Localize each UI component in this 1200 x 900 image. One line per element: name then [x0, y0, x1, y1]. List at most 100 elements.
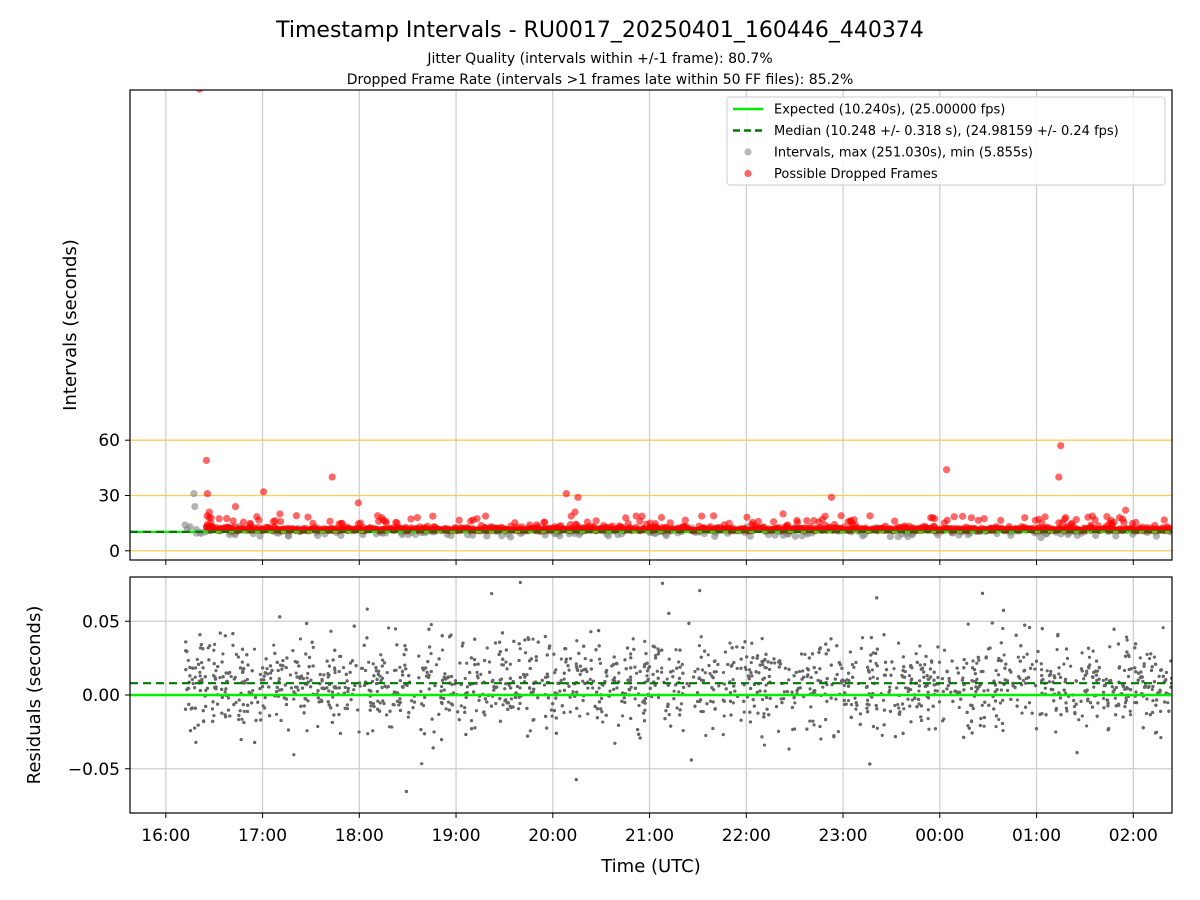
residual-point: [598, 661, 603, 666]
residual-point: [681, 728, 685, 733]
residual-point: [371, 729, 375, 733]
residual-point: [901, 669, 905, 673]
residual-point: [716, 662, 720, 667]
residual-point: [259, 678, 263, 682]
residual-point: [1005, 679, 1010, 683]
residual-point: [713, 707, 717, 711]
residual-point: [1001, 698, 1005, 702]
residual-point: [281, 658, 285, 663]
residual-point: [825, 699, 829, 703]
residual-point: [699, 655, 703, 659]
residual-point: [728, 641, 732, 645]
residual-point: [816, 678, 820, 683]
residual-point: [284, 702, 289, 707]
residual-point: [469, 719, 474, 723]
residual-point: [875, 596, 879, 600]
residual-point: [832, 735, 836, 739]
dropped-frame-point: [1031, 516, 1039, 524]
residual-point: [262, 678, 266, 682]
residual-point: [698, 589, 702, 593]
residual-point: [1065, 656, 1070, 660]
residual-point: [646, 677, 650, 681]
interval-point: [791, 532, 799, 540]
residual-point: [597, 644, 601, 648]
residual-point: [447, 635, 452, 639]
residual-point: [828, 556, 831, 559]
residual-point: [395, 699, 400, 703]
residual-point: [994, 668, 998, 673]
residual-point: [326, 700, 330, 704]
residual-point: [1030, 662, 1034, 667]
residual-point: [295, 660, 299, 664]
residual-point: [522, 672, 526, 677]
residual-point: [623, 658, 627, 662]
residual-point: [1006, 688, 1010, 693]
residual-point: [849, 715, 853, 720]
residual-point: [326, 672, 330, 676]
residual-point: [655, 669, 659, 673]
residual-point: [268, 664, 273, 668]
residual-point: [629, 656, 633, 660]
residual-point: [477, 698, 481, 702]
residual-point: [357, 730, 361, 734]
residual-point: [365, 636, 369, 640]
residual-point: [453, 679, 458, 683]
residual-point: [331, 695, 335, 699]
residual-point: [967, 726, 971, 730]
residual-point: [638, 669, 642, 674]
residual-point: [376, 699, 380, 703]
dropped-frame-point: [407, 515, 415, 523]
residual-point: [760, 697, 765, 702]
residual-point: [697, 676, 701, 681]
dropped-frame-point: [1041, 513, 1049, 521]
residual-point: [543, 634, 547, 639]
dropped-frame-point: [1088, 512, 1096, 520]
residual-point: [636, 727, 640, 732]
residual-point: [378, 701, 382, 705]
residual-point: [487, 660, 492, 664]
residual-point: [1164, 670, 1169, 675]
residual-point: [656, 652, 660, 656]
residual-point: [1134, 670, 1138, 674]
residual-point: [305, 621, 309, 626]
residual-point: [208, 644, 212, 648]
residual-point: [402, 653, 406, 657]
residual-point: [262, 674, 266, 678]
residual-point: [902, 707, 906, 711]
residual-point: [1001, 728, 1005, 733]
residual-point: [543, 675, 548, 680]
residual-point: [1011, 681, 1015, 686]
residual-point: [1001, 608, 1006, 612]
residual-point: [633, 665, 637, 669]
residual-point: [612, 662, 616, 667]
residual-point: [536, 696, 540, 700]
residual-point: [843, 679, 847, 683]
residual-point: [946, 683, 950, 688]
residual-point: [1000, 721, 1005, 726]
residual-point: [712, 670, 716, 674]
residual-point: [865, 684, 869, 689]
residual-point: [185, 649, 189, 654]
residual-point: [427, 687, 431, 691]
residual-point: [760, 735, 764, 739]
residual-point: [575, 639, 579, 643]
residual-point: [1064, 706, 1069, 710]
residual-point: [678, 708, 682, 712]
residual-point: [808, 687, 812, 691]
dropped-frame-point: [1167, 524, 1172, 533]
residual-point: [654, 653, 658, 658]
residual-point: [1133, 700, 1137, 705]
residual-point: [979, 716, 983, 721]
residual-point: [897, 706, 901, 710]
residual-point: [471, 690, 476, 694]
residual-point: [1124, 635, 1129, 639]
residual-point: [1072, 704, 1077, 709]
top-y-axis-label: Intervals (seconds): [60, 239, 81, 411]
residual-point: [824, 642, 828, 646]
residual-point: [875, 726, 879, 730]
residual-point: [962, 735, 966, 740]
residual-point: [962, 666, 966, 670]
residual-point: [1159, 735, 1163, 740]
residual-point: [790, 690, 794, 694]
residual-point: [850, 662, 855, 667]
